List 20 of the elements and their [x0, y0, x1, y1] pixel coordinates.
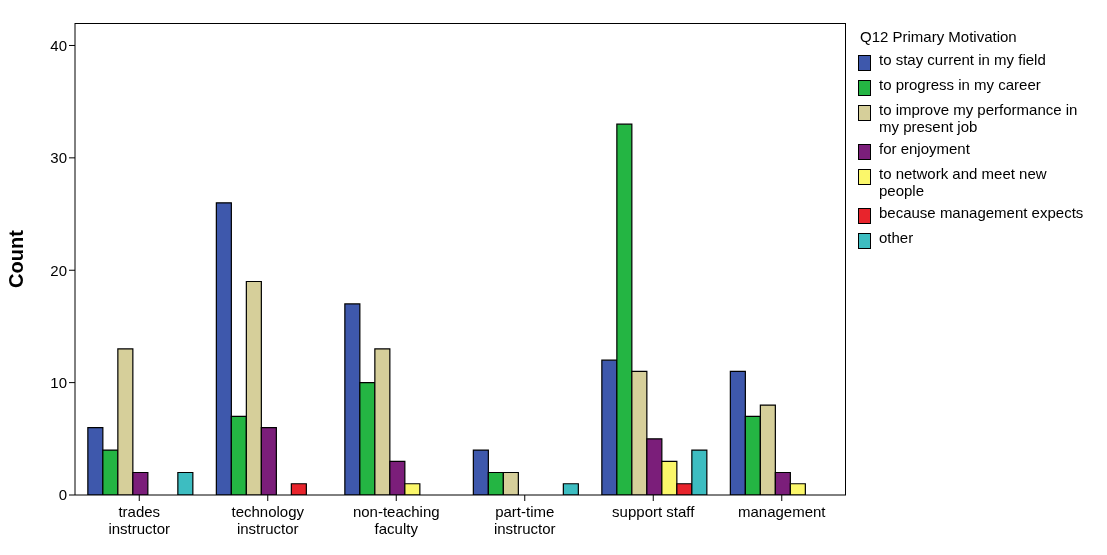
y-tick-label: 30 [50, 149, 67, 167]
legend-label: other [879, 229, 914, 246]
y-axis-title: Count [5, 229, 28, 288]
legend-label: to progress in my career [879, 76, 1041, 93]
legend-label: for enjoyment [879, 140, 970, 157]
x-tick-label: management [737, 503, 827, 520]
y-tick-label: 20 [50, 261, 67, 279]
y-tick-label: 0 [58, 486, 67, 504]
x-tick-label: support staff [612, 503, 696, 520]
x-tick-label: technology instructor [231, 503, 305, 537]
y-tick-label: 40 [50, 36, 67, 54]
x-tick-label: non-teaching faculty [352, 503, 440, 537]
legend-label: to network and meet new people [879, 165, 1048, 199]
legend-label: to stay current in my field [879, 51, 1046, 68]
x-tick-label: trades instructor [108, 503, 171, 537]
x-tick-label: part-time instructor [493, 503, 556, 537]
legend-title: Q12 Primary Motivation [860, 28, 1018, 45]
y-tick-label: 10 [50, 373, 67, 391]
legend-label: because management expects [879, 204, 1084, 221]
legend-label: to improve my performance in my present job [879, 101, 1079, 135]
